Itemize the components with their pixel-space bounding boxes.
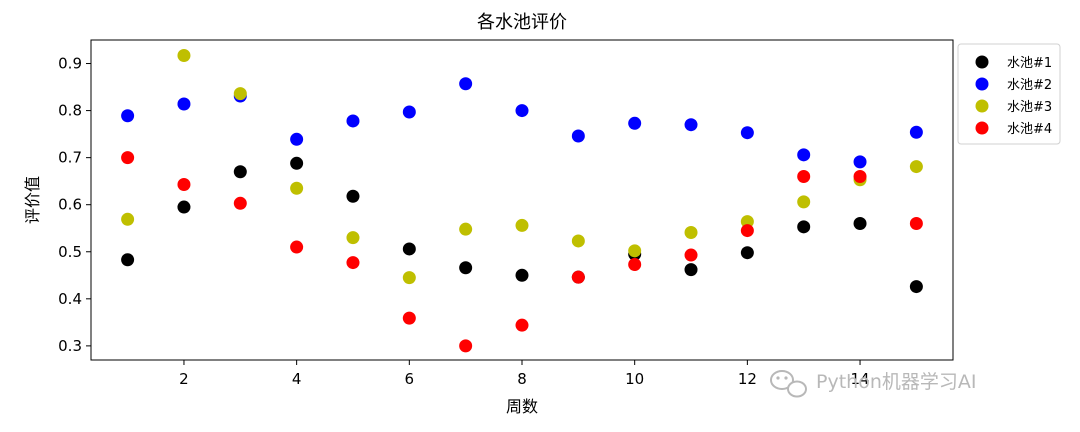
data-point-series-2 [684,118,698,132]
data-point-series-3 [797,195,811,209]
y-tick-label: 0.6 [58,196,82,214]
data-points [121,49,923,353]
data-point-series-2 [459,77,473,91]
data-point-series-3 [628,244,642,258]
data-point-series-3 [571,234,585,248]
x-axis-label: 周数 [506,397,538,416]
data-point-series-4 [121,151,135,165]
data-point-series-4 [290,240,304,254]
data-point-series-3 [121,212,135,226]
data-point-series-3 [177,49,191,63]
legend-marker [975,121,989,135]
wechat-icon [770,370,807,398]
data-point-series-1 [853,217,867,231]
data-point-series-3 [909,160,923,174]
data-point-series-2 [346,114,360,128]
legend-label: 水池#3 [1007,100,1052,115]
data-point-series-3 [515,218,529,232]
y-axis-label: 评价值 [23,176,42,224]
y-tick-label: 0.9 [58,55,82,73]
x-tick-label: 6 [405,370,415,388]
data-point-series-3 [290,181,304,195]
legend-marker [975,77,989,91]
data-point-series-4 [459,339,473,353]
data-point-series-1 [797,220,811,234]
legend-label: 水池#1 [1007,56,1052,71]
x-tick-label: 2 [179,370,189,388]
data-point-series-2 [177,97,191,111]
legend-marker [975,55,989,69]
data-point-series-2 [909,125,923,139]
legend-label: 水池#4 [1007,122,1052,137]
data-point-series-3 [402,271,416,285]
watermark: Python机器学习AI [770,370,976,398]
data-point-series-1 [290,156,304,170]
data-point-series-3 [459,222,473,236]
legend-box [957,43,1061,145]
legend-marker [975,99,989,113]
data-point-series-2 [571,129,585,143]
data-point-series-1 [740,246,754,260]
data-point-series-3 [233,87,247,101]
x-tick-label: 12 [738,370,757,388]
data-point-series-1 [121,253,135,267]
data-point-series-4 [571,270,585,284]
data-point-series-3 [346,231,360,245]
data-point-series-1 [346,189,360,203]
y-tick-label: 0.7 [58,149,82,167]
data-point-series-1 [909,280,923,294]
legend-label: 水池#2 [1007,78,1052,93]
data-point-series-1 [177,200,191,214]
chart-title: 各水池评价 [477,12,567,33]
data-point-series-2 [797,148,811,162]
data-point-series-4 [909,217,923,231]
data-point-series-1 [402,242,416,256]
data-point-series-4 [233,196,247,210]
legend: 水池#1 水池#2 水池#3 水池#4 [957,43,1061,145]
data-point-series-2 [290,132,304,146]
y-tick-label: 0.8 [58,102,82,120]
data-point-series-1 [233,165,247,179]
data-point-series-4 [628,257,642,271]
data-point-series-2 [853,155,867,169]
x-tick-label: 14 [850,370,869,388]
data-point-series-4 [740,224,754,238]
y-tick-label: 0.5 [58,243,82,261]
data-point-series-1 [515,268,529,282]
data-point-series-2 [628,116,642,130]
watermark-text: Python机器学习AI [816,371,976,393]
data-point-series-4 [797,169,811,183]
data-point-series-2 [740,126,754,140]
data-point-series-1 [684,263,698,277]
data-point-series-4 [853,169,867,183]
data-point-series-4 [177,177,191,191]
data-point-series-4 [684,248,698,262]
x-tick-label: 10 [625,370,644,388]
data-point-series-3 [684,225,698,239]
data-point-series-2 [515,104,529,118]
y-axis: 0.3 0.4 0.5 0.6 0.7 0.8 0.9 [58,55,91,355]
data-point-series-2 [121,109,135,123]
data-point-series-4 [346,256,360,270]
data-point-series-4 [402,311,416,325]
data-point-series-1 [459,261,473,275]
x-tick-label: 4 [292,370,302,388]
x-axis: 2 4 6 8 10 12 14 [179,360,870,388]
y-tick-label: 0.3 [58,337,82,355]
plot-frame [90,39,954,361]
data-point-series-3 [740,215,754,229]
x-tick-label: 8 [517,370,527,388]
y-tick-label: 0.4 [58,290,82,308]
data-point-series-2 [402,105,416,119]
data-point-series-4 [515,318,529,332]
